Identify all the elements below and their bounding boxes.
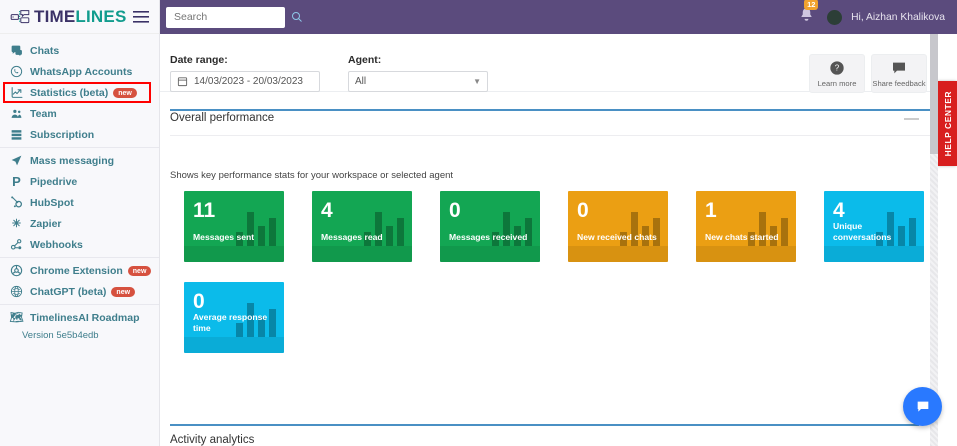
svg-text:?: ?	[835, 63, 840, 72]
